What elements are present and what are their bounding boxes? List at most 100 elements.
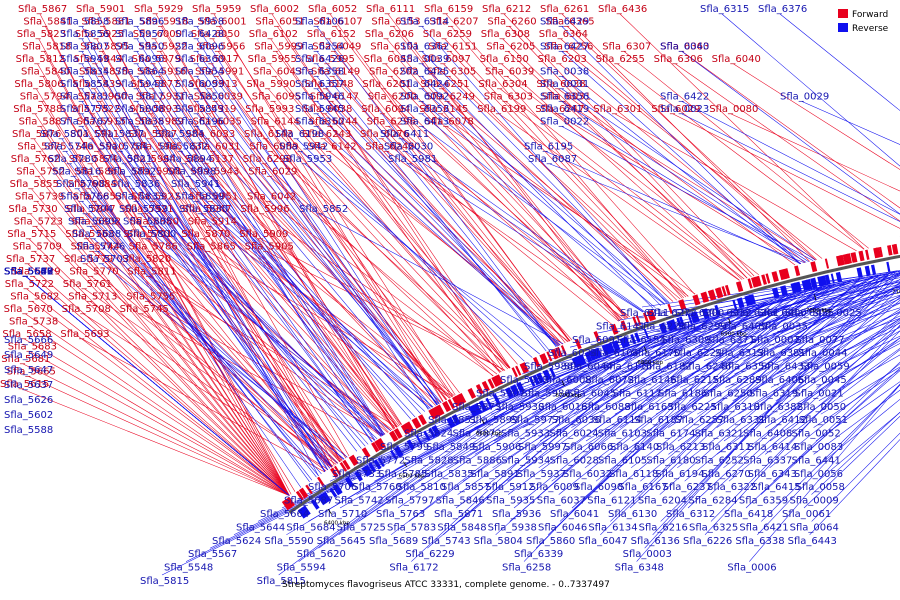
forward-gene-feature	[316, 476, 325, 487]
forward-gene-label: Sfla_5670	[4, 304, 53, 315]
forward-gene-label: Sfla_6000	[133, 29, 182, 40]
forward-gene-label: Sfla_6308	[481, 29, 530, 40]
forward-connector-line	[32, 163, 290, 496]
reverse-gene-label: Sfla_6092	[400, 92, 449, 103]
reverse-gene-label: Sfla_6358	[295, 67, 344, 78]
reverse-gene-label: Sfla_0044	[798, 348, 847, 359]
reverse-gene-label: Sfla_6356	[540, 92, 589, 103]
forward-connector-line	[24, 338, 290, 496]
reverse-gene-feature	[320, 492, 331, 504]
reverse-gene-label: Sfla_5824	[404, 429, 453, 440]
reverse-gene-label: Sfla_0058	[796, 482, 845, 493]
forward-connector-line	[23, 363, 290, 496]
forward-connector-line	[217, 51, 454, 397]
forward-connector-line	[330, 126, 559, 346]
reverse-gene-label: Sfla_6257	[675, 415, 724, 426]
reverse-gene-label: Sfla_0038	[540, 67, 589, 78]
forward-gene-label: Sfla_5911	[70, 129, 119, 140]
reverse-connector-line	[192, 188, 426, 412]
forward-connector-line	[264, 163, 494, 377]
forward-connector-line	[501, 63, 743, 280]
forward-gene-feature	[735, 281, 744, 293]
forward-connector-line	[33, 276, 290, 496]
reverse-gene-label: Sfla_5733	[332, 469, 381, 480]
forward-gene-feature	[487, 378, 495, 389]
reverse-gene-label: Sfla_5815	[140, 576, 189, 587]
reverse-gene-label: Sfla_5864	[115, 67, 164, 78]
reverse-connector-line	[493, 305, 752, 442]
forward-connector-line	[25, 313, 290, 496]
reverse-gene-label: Sfla_5699	[68, 217, 117, 228]
reverse-gene-label: Sfla_5703	[80, 254, 129, 265]
reverse-gene-label: Sfla_6066	[564, 442, 613, 453]
forward-gene-feature	[295, 490, 304, 501]
forward-gene-label: Sfla_5993	[245, 104, 294, 115]
reverse-gene-feature	[824, 274, 831, 286]
reverse-connector-line	[716, 319, 900, 455]
reverse-gene-label: Sfla_0039	[400, 54, 449, 65]
reverse-connector-line	[561, 26, 801, 265]
forward-connector-line	[97, 151, 340, 463]
forward-connector-line	[443, 63, 677, 301]
reverse-gene-label: Sfla_5957	[115, 29, 164, 40]
reverse-gene-label: Sfla_6252	[695, 455, 744, 466]
reverse-connector-line	[760, 367, 900, 495]
reverse-gene-label: Sfla_5942	[279, 142, 328, 153]
forward-connector-line	[150, 251, 383, 437]
reverse-gene-label: Sfla_6170	[631, 348, 680, 359]
reverse-gene-label: Sfla_5838	[115, 117, 164, 128]
reverse-connector-line	[81, 126, 332, 468]
reverse-gene-label: Sfla_6443	[788, 536, 837, 547]
reverse-gene-feature	[669, 319, 678, 331]
reverse-connector-line	[687, 312, 900, 509]
reverse-connector-line	[571, 287, 823, 428]
reverse-gene-label: Sfla_5843	[175, 104, 224, 115]
forward-gene-label: Sfla_5811	[127, 267, 176, 278]
reverse-gene-feature	[406, 439, 415, 451]
scale-tick-label: 7100 kbp	[892, 289, 900, 295]
reverse-gene-label: Sfla_5760	[352, 482, 401, 493]
scale-tick-mark	[561, 380, 565, 387]
reverse-gene-label: Sfla_5644	[236, 522, 285, 533]
forward-connector-line	[272, 126, 501, 373]
reverse-connector-line	[136, 201, 384, 436]
forward-gene-label: Sfla_5877	[130, 79, 179, 90]
reverse-gene-label: Sfla_5821	[103, 154, 152, 165]
forward-gene-label: Sfla_5995	[306, 54, 355, 65]
forward-gene-feature	[371, 441, 380, 453]
forward-gene-feature	[442, 400, 452, 413]
reverse-gene-label: Sfla_6036	[552, 415, 601, 426]
reverse-gene-label: Sfla_5892	[107, 167, 156, 178]
reverse-connector-line	[803, 415, 900, 509]
forward-gene-label: Sfla_6304	[478, 79, 527, 90]
reverse-gene-label: Sfla_6419	[540, 104, 589, 115]
reverse-gene-label: Sfla_6325	[689, 522, 738, 533]
reverse-connector-line	[425, 329, 678, 428]
reverse-connector-line	[136, 63, 384, 436]
forward-connector-line	[29, 238, 290, 496]
reverse-connector-line	[813, 369, 900, 428]
reverse-gene-label: Sfla_0064	[790, 522, 839, 533]
forward-gene-label: Sfla_6048	[364, 54, 413, 65]
forward-connector-line	[210, 88, 447, 401]
reverse-gene-label: Sfla_6223	[637, 321, 686, 332]
reverse-gene-label: Sfla_5785	[378, 469, 427, 480]
forward-gene-label: Sfla_6298	[243, 154, 292, 165]
reverse-gene-label: Sfla_5602	[4, 267, 53, 278]
reverse-gene-label: Sfla_5941	[171, 179, 220, 190]
reverse-connector-line	[316, 88, 560, 346]
reverse-connector-line	[610, 278, 861, 522]
reverse-gene-label: Sfla_5954	[175, 67, 224, 78]
forward-gene-label: Sfla_5752	[16, 167, 65, 178]
forward-gene-label: Sfla_6205	[486, 42, 535, 53]
reverse-gene-label: Sfla_6146	[628, 375, 677, 386]
forward-gene-feature	[452, 396, 461, 407]
reverse-connector-line	[358, 353, 612, 522]
forward-gene-label: Sfla_5739	[15, 192, 64, 203]
forward-connector-line	[675, 63, 900, 222]
forward-gene-label: Sfla_5944	[127, 154, 176, 165]
reverse-gene-feature	[835, 271, 843, 283]
forward-gene-label: Sfla_5931	[136, 92, 185, 103]
reverse-connector-line	[558, 288, 819, 495]
reverse-connector-line	[196, 113, 442, 403]
